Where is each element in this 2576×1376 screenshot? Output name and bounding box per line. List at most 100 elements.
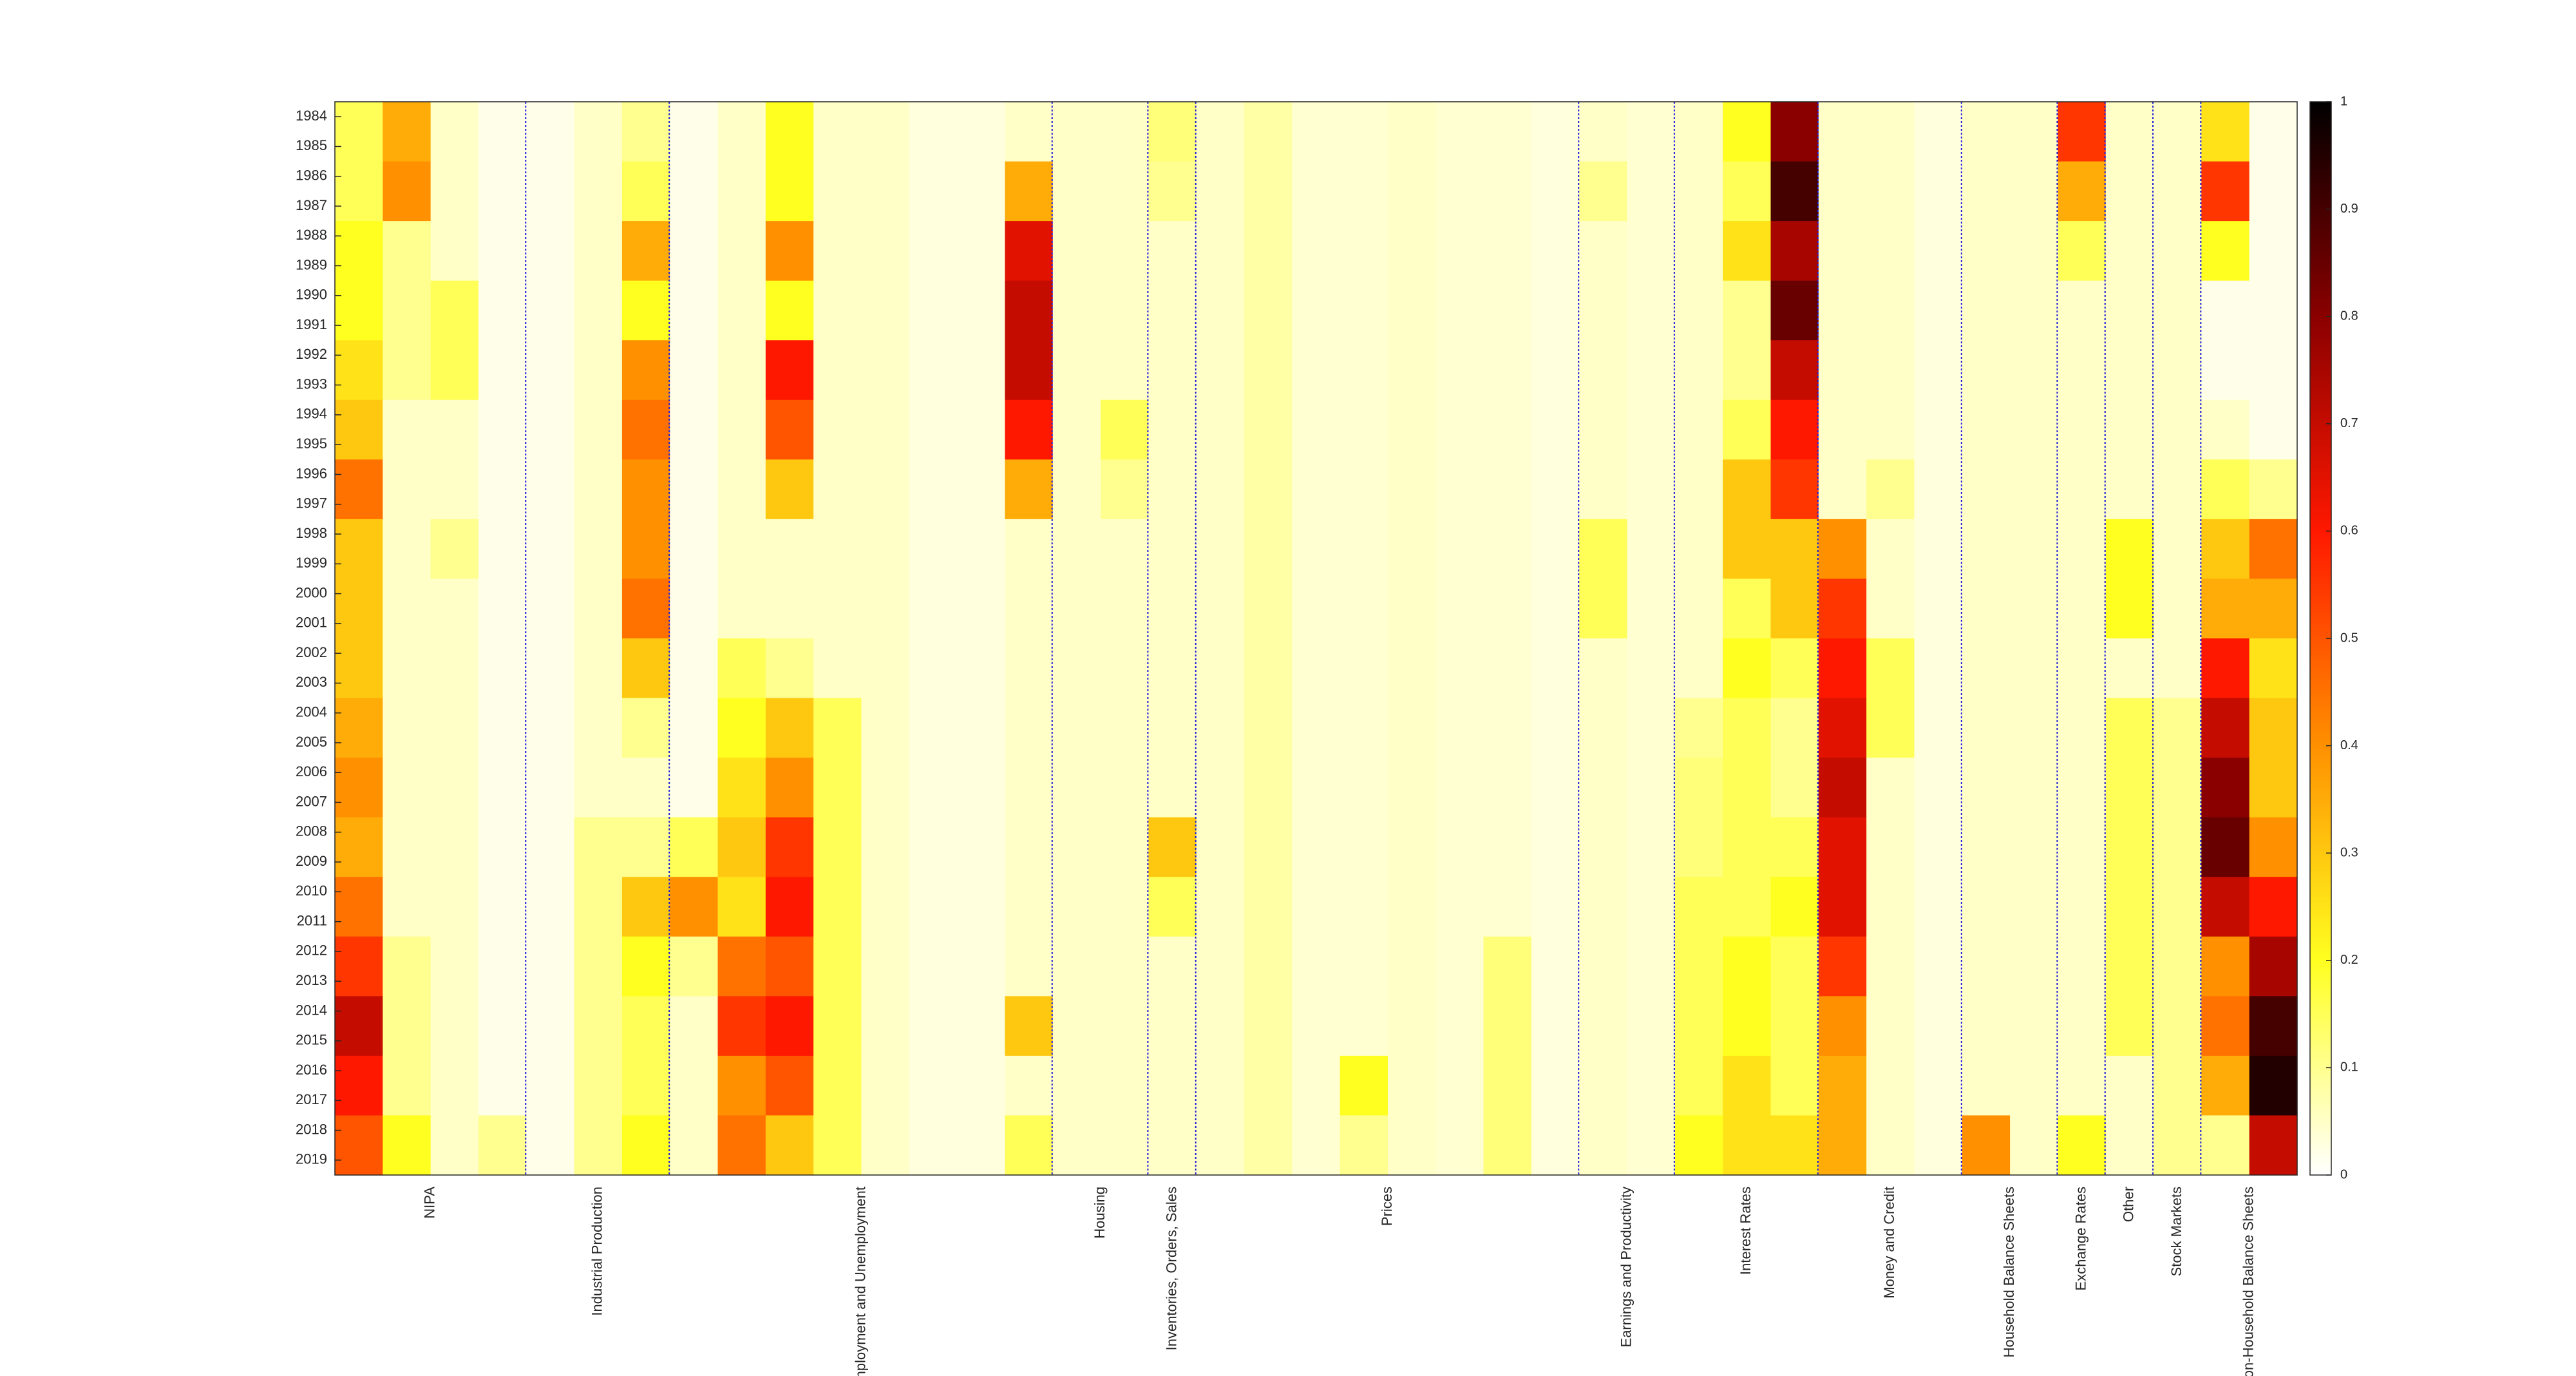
plot-frame bbox=[334, 101, 2298, 1176]
heatmap-cell bbox=[1148, 936, 1197, 997]
heatmap-cell bbox=[670, 758, 719, 818]
heatmap-cell bbox=[2154, 1055, 2202, 1116]
heatmap-cell bbox=[1723, 638, 1772, 699]
heatmap-cell bbox=[478, 817, 527, 877]
heatmap-cell bbox=[2201, 877, 2250, 937]
heatmap-cell bbox=[1387, 758, 1436, 818]
heatmap-cell bbox=[1531, 698, 1580, 758]
heatmap-cell bbox=[1483, 161, 1532, 222]
heatmap-cell bbox=[957, 280, 1006, 341]
heatmap-cell bbox=[2201, 459, 2250, 520]
colorbar-tick-label: 1 bbox=[2340, 94, 2347, 108]
heatmap-cell bbox=[1914, 459, 1963, 520]
heatmap-cell bbox=[861, 638, 910, 699]
heatmap-cell bbox=[1483, 996, 1532, 1056]
heatmap-cell bbox=[1483, 1115, 1532, 1176]
heatmap-cell bbox=[1148, 877, 1197, 937]
y-tick-label: 2007 bbox=[296, 793, 327, 809]
heatmap-cell bbox=[861, 102, 910, 162]
heatmap-cell bbox=[1627, 698, 1676, 758]
heatmap-cell bbox=[765, 340, 814, 401]
heatmap-cell bbox=[1818, 698, 1867, 758]
heatmap-cell bbox=[1483, 817, 1532, 877]
heatmap-cell bbox=[1483, 340, 1532, 401]
heatmap-cell bbox=[813, 399, 862, 460]
heatmap-cell bbox=[1627, 221, 1676, 282]
heatmap-cell bbox=[574, 1055, 623, 1116]
heatmap-cell bbox=[574, 102, 623, 162]
heatmap-cell bbox=[670, 817, 719, 877]
heatmap-cell bbox=[1818, 399, 1867, 460]
heatmap-cell bbox=[1962, 1055, 2011, 1116]
heatmap-cell bbox=[670, 399, 719, 460]
heatmap-cell bbox=[2010, 459, 2059, 520]
heatmap-cell bbox=[909, 638, 958, 699]
heatmap-cell bbox=[2154, 817, 2202, 877]
heatmap-cell bbox=[621, 578, 670, 639]
heatmap-cell bbox=[478, 758, 527, 818]
heatmap-cell bbox=[957, 340, 1006, 401]
heatmap-cell bbox=[1196, 1055, 1245, 1116]
heatmap-cell bbox=[1387, 459, 1436, 520]
heatmap-cell bbox=[2201, 221, 2250, 282]
heatmap-cell bbox=[1770, 1115, 1819, 1176]
heatmap-cell bbox=[717, 877, 766, 937]
heatmap-cell bbox=[1196, 1115, 1245, 1176]
heatmap-cell bbox=[1292, 638, 1341, 699]
heatmap-cell bbox=[1531, 758, 1580, 818]
heatmap-cell bbox=[909, 399, 958, 460]
heatmap-cell bbox=[1244, 519, 1293, 580]
heatmap-cell bbox=[2058, 1115, 2107, 1176]
heatmap-cell bbox=[1435, 340, 1484, 401]
heatmap-cell bbox=[2249, 340, 2298, 401]
heatmap-cell bbox=[957, 758, 1006, 818]
heatmap-cell bbox=[1818, 221, 1867, 282]
heatmap-cell bbox=[1531, 877, 1580, 937]
heatmap-cell bbox=[430, 399, 479, 460]
heatmap-cell bbox=[1770, 459, 1819, 520]
heatmap-cell bbox=[1579, 698, 1628, 758]
heatmap-cell bbox=[335, 519, 383, 580]
heatmap-cell bbox=[717, 340, 766, 401]
heatmap-cell bbox=[717, 638, 766, 699]
heatmap-cell bbox=[765, 758, 814, 818]
heatmap-cell bbox=[1340, 877, 1388, 937]
heatmap-cell bbox=[1292, 758, 1341, 818]
heatmap-cell bbox=[670, 698, 719, 758]
heatmap-cell bbox=[1435, 1055, 1484, 1116]
heatmap-cell bbox=[1292, 161, 1341, 222]
heatmap-cell bbox=[2201, 936, 2250, 997]
heatmap-cell bbox=[2010, 638, 2059, 699]
heatmap-cell bbox=[909, 758, 958, 818]
heatmap-cell bbox=[1387, 1055, 1436, 1116]
heatmap-cell bbox=[2058, 817, 2107, 877]
heatmap-cell bbox=[1387, 102, 1436, 162]
heatmap-cell bbox=[861, 817, 910, 877]
heatmap-cell bbox=[2058, 1055, 2107, 1116]
heatmap-cell bbox=[383, 996, 431, 1056]
heatmap-cell bbox=[861, 399, 910, 460]
heatmap-cell bbox=[1005, 221, 1054, 282]
heatmap-cell bbox=[670, 996, 719, 1056]
heatmap-cell bbox=[1866, 102, 1915, 162]
colorbar-tick-label: 0.5 bbox=[2340, 631, 2358, 645]
heatmap-cell bbox=[430, 519, 479, 580]
y-tick-label: 2003 bbox=[296, 674, 327, 690]
heatmap-cell bbox=[2154, 877, 2202, 937]
heatmap-cell bbox=[2105, 102, 2154, 162]
heatmap-cell bbox=[430, 638, 479, 699]
heatmap-cell bbox=[1387, 1115, 1436, 1176]
heatmap-cell bbox=[1531, 280, 1580, 341]
heatmap-cell bbox=[1723, 340, 1772, 401]
heatmap-cell bbox=[383, 459, 431, 520]
heatmap-cell bbox=[1674, 221, 1723, 282]
group-label: Non-Household Balance Sheets bbox=[2240, 1187, 2256, 1376]
heatmap-cell bbox=[1627, 399, 1676, 460]
heatmap-cell bbox=[2201, 638, 2250, 699]
heatmap-cell bbox=[574, 519, 623, 580]
heatmap-cell bbox=[1770, 340, 1819, 401]
heatmap-cell bbox=[2201, 578, 2250, 639]
heatmap-cell bbox=[1292, 1055, 1341, 1116]
y-tick-label: 1984 bbox=[296, 108, 327, 124]
heatmap-cell bbox=[1387, 698, 1436, 758]
